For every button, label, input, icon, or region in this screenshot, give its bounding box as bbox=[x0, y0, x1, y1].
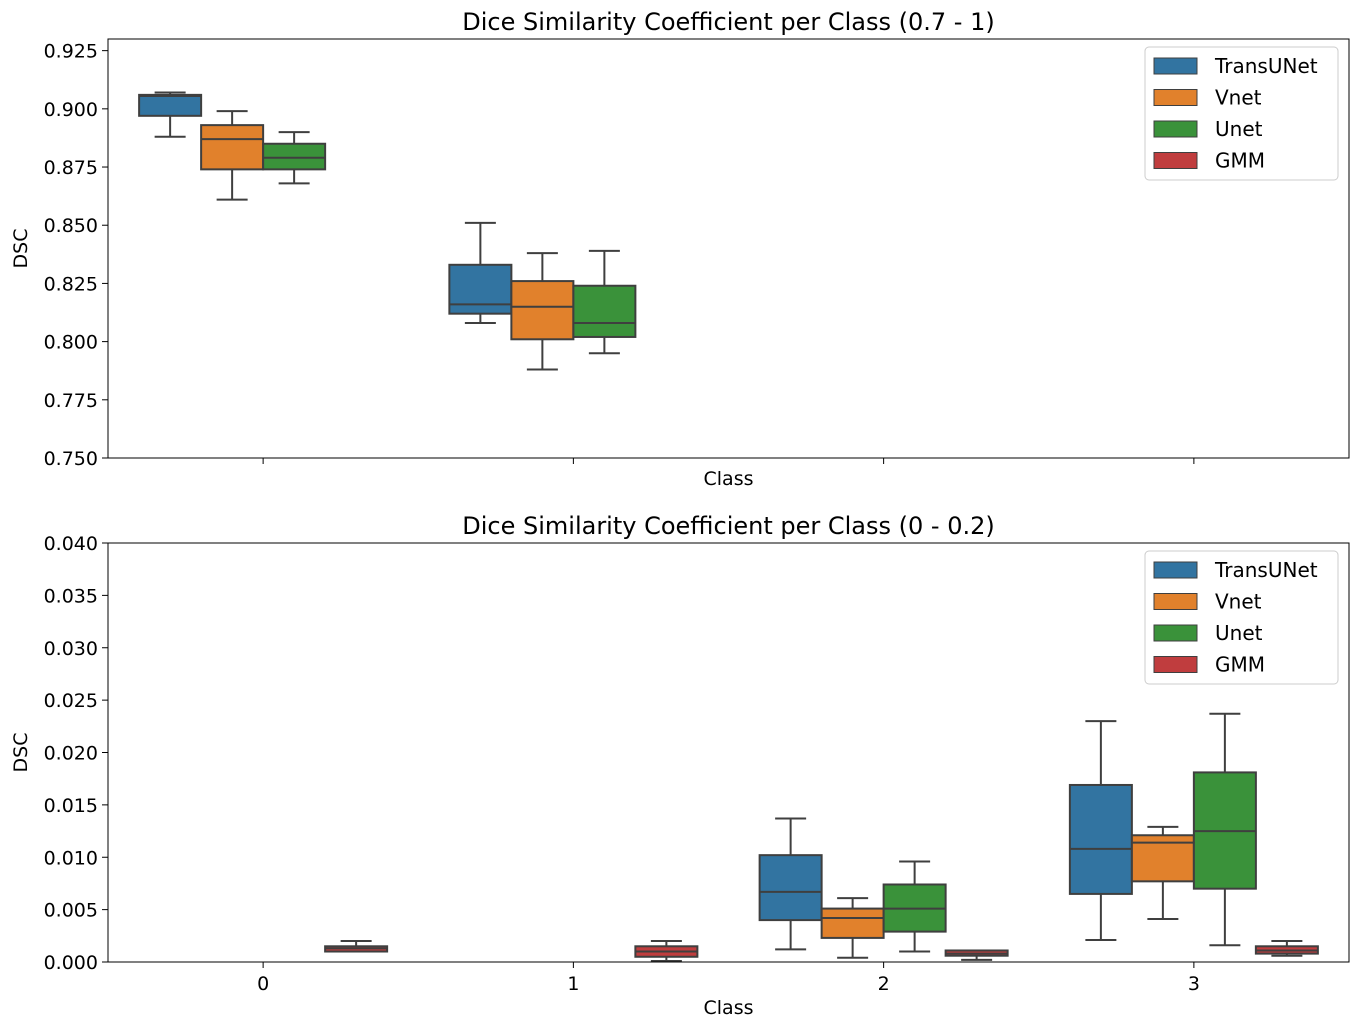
chart-title: Dice Similarity Coefficient per Class (0… bbox=[462, 8, 994, 36]
x-axis-label: Class bbox=[704, 468, 754, 490]
box-unet-class-3 bbox=[1192, 712, 1257, 947]
box-transunet-class-0 bbox=[138, 91, 203, 138]
box-transunet-class-2 bbox=[758, 817, 823, 951]
chart-title: Dice Similarity Coefficient per Class (0… bbox=[462, 512, 994, 540]
legend-swatch-gmm bbox=[1153, 152, 1198, 169]
box-unet-class-2 bbox=[882, 860, 947, 953]
box-body bbox=[758, 854, 823, 922]
box-body bbox=[510, 280, 575, 341]
axes-frame bbox=[107, 38, 1350, 459]
legend-swatch-vnet bbox=[1153, 593, 1198, 610]
y-tick-label: 0.025 bbox=[44, 690, 98, 712]
box-vnet-class-1 bbox=[510, 252, 575, 371]
box-gmm-class-0 bbox=[324, 940, 389, 953]
box-gmm-class-1 bbox=[634, 940, 699, 962]
x-tick-label: 1 bbox=[567, 973, 579, 995]
y-tick-label: 0.030 bbox=[44, 638, 98, 660]
y-tick-label: 0.750 bbox=[44, 448, 98, 470]
y-tick-label: 0.040 bbox=[44, 533, 98, 555]
box-transunet-class-3 bbox=[1068, 720, 1133, 942]
axes-frame bbox=[107, 542, 1350, 963]
box-unet-class-0 bbox=[262, 131, 327, 185]
box-body bbox=[1068, 783, 1133, 895]
box-body bbox=[200, 124, 265, 171]
y-tick-label: 0.900 bbox=[44, 99, 98, 121]
box-transunet-class-1 bbox=[448, 221, 513, 324]
box-body bbox=[820, 907, 885, 939]
legend-label-gmm: GMM bbox=[1215, 149, 1265, 173]
legend-label-gmm: GMM bbox=[1215, 653, 1265, 677]
box-body bbox=[138, 93, 203, 117]
x-tick-label: 0 bbox=[257, 973, 269, 995]
y-tick-label: 0.005 bbox=[44, 900, 98, 922]
legend-frame bbox=[1144, 46, 1339, 181]
box-vnet-class-2 bbox=[820, 897, 885, 959]
chart-panel-0: Dice Similarity Coefficient per Class (0… bbox=[10, 8, 1350, 490]
legend: TransUNet Vnet Unet GMM bbox=[1144, 550, 1339, 685]
y-tick-label: 0.010 bbox=[44, 847, 98, 869]
box-vnet-class-0 bbox=[200, 110, 265, 201]
box-body bbox=[262, 142, 327, 171]
y-tick-label: 0.875 bbox=[44, 157, 98, 179]
x-tick-label: 2 bbox=[878, 973, 890, 995]
chart-panel-1: Dice Similarity Coefficient per Class (0… bbox=[10, 512, 1350, 1019]
legend-label-vnet: Vnet bbox=[1215, 86, 1262, 110]
y-tick-label: 0.015 bbox=[44, 795, 98, 817]
box-body bbox=[572, 284, 637, 338]
legend-label-transunet: TransUNet bbox=[1214, 558, 1318, 582]
legend-swatch-transunet bbox=[1153, 57, 1198, 75]
y-axis-label: DSC bbox=[10, 229, 32, 269]
legend: TransUNet Vnet Unet GMM bbox=[1144, 46, 1339, 181]
legend-swatch-unet bbox=[1153, 624, 1198, 642]
box-gmm-class-2 bbox=[944, 949, 1009, 961]
box-vnet-class-3 bbox=[1130, 825, 1195, 921]
legend-label-unet: Unet bbox=[1215, 621, 1263, 645]
legend-swatch-unet bbox=[1153, 120, 1198, 138]
y-tick-label: 0.035 bbox=[44, 585, 98, 607]
y-axis-label: DSC bbox=[10, 733, 32, 773]
box-gmm-class-3 bbox=[1254, 940, 1319, 957]
y-tick-label: 0.850 bbox=[44, 215, 98, 237]
y-tick-label: 0.775 bbox=[44, 390, 98, 412]
legend-label-vnet: Vnet bbox=[1215, 590, 1262, 614]
y-tick-label: 0.825 bbox=[44, 273, 98, 295]
legend-swatch-transunet bbox=[1153, 561, 1198, 579]
x-tick-label: 3 bbox=[1188, 973, 1200, 995]
legend-swatch-gmm bbox=[1153, 656, 1198, 673]
legend-frame bbox=[1144, 550, 1339, 685]
legend-swatch-vnet bbox=[1153, 89, 1198, 106]
y-tick-label: 0.925 bbox=[44, 41, 98, 63]
y-tick-label: 0.000 bbox=[44, 952, 98, 974]
box-body bbox=[448, 263, 513, 315]
box-unet-class-1 bbox=[572, 249, 637, 355]
legend-label-unet: Unet bbox=[1215, 117, 1263, 141]
y-tick-label: 0.020 bbox=[44, 743, 98, 765]
x-axis-label: Class bbox=[704, 997, 754, 1019]
y-tick-label: 0.800 bbox=[44, 332, 98, 354]
legend-label-transunet: TransUNet bbox=[1214, 54, 1318, 78]
